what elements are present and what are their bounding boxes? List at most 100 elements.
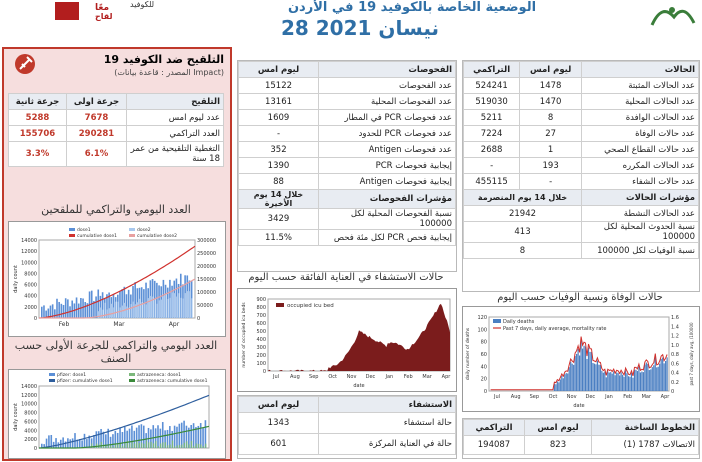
x-tick-label: Mar: [642, 394, 652, 400]
bar-daily-deaths: [647, 364, 649, 391]
bar-daily-deaths: [663, 363, 665, 391]
x-tick-label: Oct: [549, 394, 558, 400]
bar-daily-deaths: [579, 355, 581, 391]
x-tick-label: Aug: [290, 374, 300, 380]
y-tick-label: 0: [34, 316, 37, 322]
row-yesterday: 1: [519, 141, 582, 158]
bar-daily-deaths: [635, 369, 637, 391]
bar-daily-deaths: [556, 381, 558, 391]
x-axis-label: date: [573, 403, 584, 409]
x-tick-label: Nov: [567, 394, 577, 400]
table-row: عدد الحالات النشطة 21942: [463, 205, 699, 222]
vaccination-table: التلقيح جرعة اولى جرعة ثانية عدد ليوم ام…: [8, 93, 224, 167]
bar-dose1: [64, 298, 67, 318]
y-tick-label: 400: [256, 337, 266, 343]
bar-dose1: [134, 282, 136, 318]
row-label: نسبة الوفيات لكل 100000: [581, 242, 699, 259]
covid-logo-text: للكوفيد: [130, 0, 155, 9]
bar-dose2: [100, 307, 102, 318]
bar-daily-deaths: [601, 370, 603, 391]
bar-pfizer-dose1: [188, 427, 190, 448]
bar-pfizer-dose1: [88, 435, 91, 448]
bar-dose2: [121, 305, 124, 318]
table-row: إيجابية فحص PCR لكل مئة فحص 11.5%: [238, 229, 456, 246]
bar-daily-deaths: [629, 376, 631, 391]
bar-pfizer-dose1: [83, 433, 86, 448]
legend-swatch: [129, 379, 135, 382]
x-tick-label: Sep: [530, 394, 539, 400]
bar-daily-deaths: [577, 349, 579, 391]
bar-daily-deaths: [665, 360, 667, 391]
bar-dose2: [156, 303, 158, 318]
y2-tick-label: 0.2: [671, 380, 679, 386]
cases-col-cumulative: التراكمي: [462, 61, 521, 78]
hospital-panel: الاستشفاء ليوم امس حالة استشفاء 1343 حالة…: [237, 395, 457, 459]
bar-astrazeneca-dose1: [136, 441, 138, 448]
bar-daily-deaths: [596, 360, 598, 391]
row-cumulative: 519030: [462, 93, 521, 110]
ministry-logo: [646, 0, 698, 30]
bar-dose1: [179, 273, 182, 318]
cell-dose2: 155706: [8, 125, 67, 142]
row-yesterday: 1470: [519, 93, 582, 110]
bar-astrazeneca-dose1: [141, 442, 143, 448]
bar-dose1: [49, 305, 52, 318]
y-tick-label: 8000: [24, 271, 37, 277]
x-tick-label: Mar: [113, 321, 125, 328]
vacc-chart2: 14000 12000 10000 8000 6000 4000 2000 0 pfizer: …: [8, 369, 226, 459]
bar-dose2: [147, 298, 150, 318]
bar-daily-deaths: [645, 362, 647, 391]
row-label: عدد حالات القطاع الصحي: [581, 141, 699, 158]
x-tick-label: Mar: [422, 374, 432, 380]
bar-pfizer-dose1: [152, 425, 155, 448]
y-tick-label: 0: [34, 446, 37, 452]
row-label: عدد الفحوصات: [318, 77, 456, 94]
y2-tick-label: 1.2: [671, 334, 679, 340]
bar-astrazeneca-dose1: [162, 442, 164, 448]
bar-daily-deaths: [558, 382, 560, 391]
bar-pfizer-dose1: [154, 428, 157, 448]
x-tick-label: Apr: [169, 321, 180, 328]
bar-dose1: [108, 292, 110, 318]
x-tick-label: Apr: [661, 394, 671, 400]
bar-daily-deaths: [561, 376, 563, 391]
tests-panel: الفحوصات ليوم امس عدد الفحوصات 15122 عدد …: [237, 60, 457, 272]
line-astrazeneca-cumulative: [39, 425, 210, 449]
table-row: حالة استشفاء 1343: [238, 412, 456, 434]
bar-dose2: [106, 309, 108, 318]
cases-panel: الحالات ليوم امس التراكمي عدد الحالات ال…: [462, 60, 700, 292]
y2-tick-label: 1.0: [671, 343, 679, 349]
bar-dose2: [119, 307, 121, 318]
bar-dose2: [97, 311, 100, 318]
y-tick-label: 2000: [24, 305, 37, 311]
cell-dose2: 3.3%: [8, 141, 67, 167]
y2-tick-label: 50000: [197, 303, 213, 309]
bar-dose1: [45, 310, 47, 318]
bar-pfizer-dose1: [52, 441, 55, 448]
bar-daily-deaths: [584, 346, 587, 391]
row-cumulative: 524241: [462, 77, 521, 94]
y-tick-label: 20: [481, 377, 487, 383]
row-label: عدد الحالات المكرره: [581, 157, 699, 174]
y-tick-label: 120: [477, 315, 487, 321]
row-value: 8: [463, 242, 582, 259]
bar-dose2: [191, 298, 193, 318]
row-value: -: [238, 125, 319, 142]
table-row: عدد حالات الوفاة 27 7224: [462, 125, 699, 142]
table-row: عدد الحالات المحلية 1470 519030: [462, 93, 699, 110]
y2-tick-label: 300000: [197, 238, 216, 244]
bar-pfizer-dose1: [93, 434, 95, 448]
bar-dose2: [167, 298, 169, 318]
bar-daily-deaths: [644, 364, 646, 391]
bar-astrazeneca-dose1: [181, 444, 183, 448]
table-row: عدد الفحوصات المحلية 13161: [238, 93, 456, 110]
bar-astrazeneca-dose1: [124, 442, 126, 448]
row-value: 352: [238, 141, 319, 158]
bar-daily-deaths: [581, 348, 584, 391]
y2-tick-label: 0.8: [671, 352, 679, 358]
bar-daily-deaths: [657, 366, 659, 391]
y-tick-label: 6000: [24, 419, 37, 425]
bar-pfizer-dose1: [116, 432, 119, 448]
bar-dose2: [104, 302, 106, 318]
bar-daily-deaths: [627, 376, 630, 391]
